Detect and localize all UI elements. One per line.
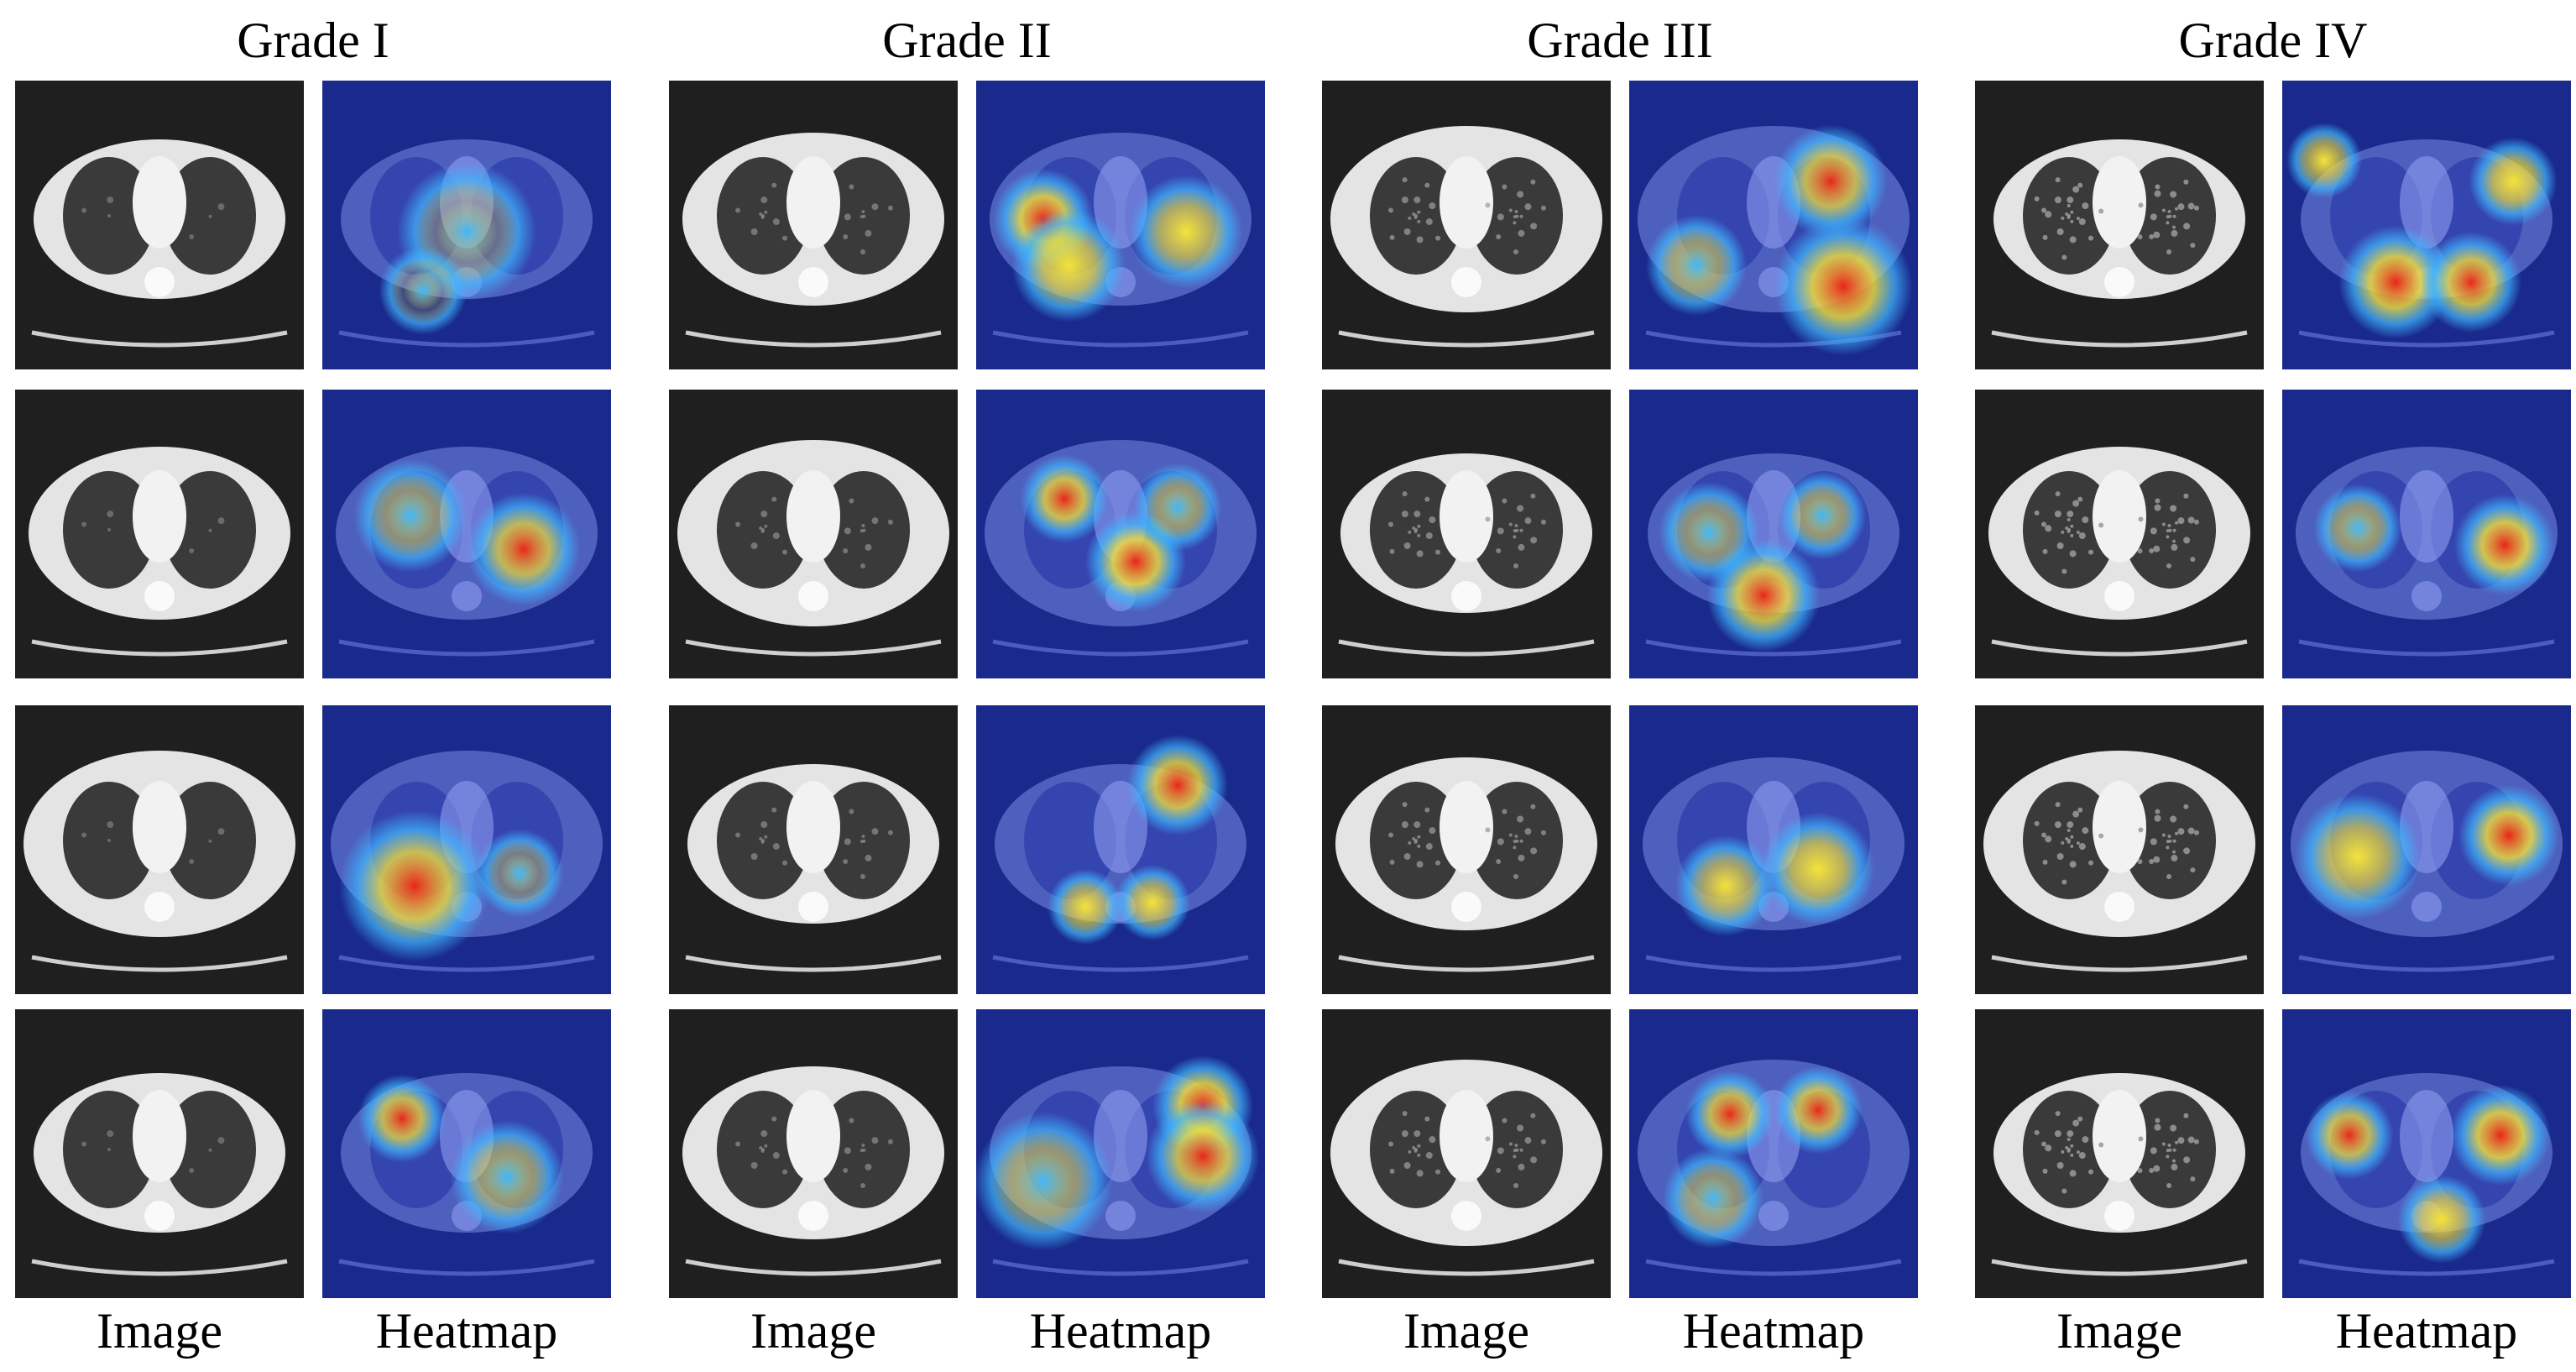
ct-heatmap-image xyxy=(322,1009,611,1298)
ct-heatmap-image xyxy=(2282,705,2571,994)
ct-heatmap-image xyxy=(976,1009,1265,1298)
heatmap-column-label: Heatmap xyxy=(1029,1303,1212,1359)
ct-heatmap-image xyxy=(322,705,611,994)
ct-scan-image xyxy=(669,705,958,994)
ct-scan-image xyxy=(669,81,958,369)
image-column-label: Image xyxy=(750,1303,876,1359)
ct-heatmap-image xyxy=(1629,705,1918,994)
ct-heatmap-image xyxy=(1629,390,1918,678)
ct-heatmap-image xyxy=(976,390,1265,678)
grade-title: Grade III xyxy=(1527,13,1713,68)
heatmap-column-label: Heatmap xyxy=(1682,1303,1865,1359)
ct-scan-image xyxy=(15,705,304,994)
image-column-label: Image xyxy=(2056,1303,2182,1359)
ct-scan-image xyxy=(669,390,958,678)
ct-scan-image xyxy=(1322,705,1611,994)
ct-heatmap-image xyxy=(976,705,1265,994)
heatmap-column-label: Heatmap xyxy=(2335,1303,2518,1359)
ct-scan-image xyxy=(1322,390,1611,678)
ct-heatmap-image xyxy=(2282,390,2571,678)
ct-heatmap-image xyxy=(1629,1009,1918,1298)
heatmap-column-label: Heatmap xyxy=(375,1303,558,1359)
ct-heatmap-image xyxy=(2282,1009,2571,1298)
ct-scan-image xyxy=(1322,81,1611,369)
ct-scan-image xyxy=(1975,390,2264,678)
grade-title: Grade IV xyxy=(2178,13,2368,68)
image-column-label: Image xyxy=(97,1303,222,1359)
ct-scan-image xyxy=(15,1009,304,1298)
ct-scan-image xyxy=(1975,81,2264,369)
image-column-label: Image xyxy=(1403,1303,1529,1359)
ct-heatmap-image xyxy=(1629,81,1918,369)
ct-heatmap-image xyxy=(976,81,1265,369)
ct-scan-image xyxy=(1322,1009,1611,1298)
ct-scan-image xyxy=(15,390,304,678)
ct-scan-image xyxy=(669,1009,958,1298)
ct-scan-image xyxy=(1975,1009,2264,1298)
grade-title: Grade II xyxy=(882,13,1052,68)
ct-heatmap-image xyxy=(2282,81,2571,369)
ct-scan-image xyxy=(15,81,304,369)
grade-title: Grade I xyxy=(237,13,389,68)
ct-heatmap-image xyxy=(322,390,611,678)
ct-scan-image xyxy=(1975,705,2264,994)
ct-heatmap-image xyxy=(322,81,611,369)
